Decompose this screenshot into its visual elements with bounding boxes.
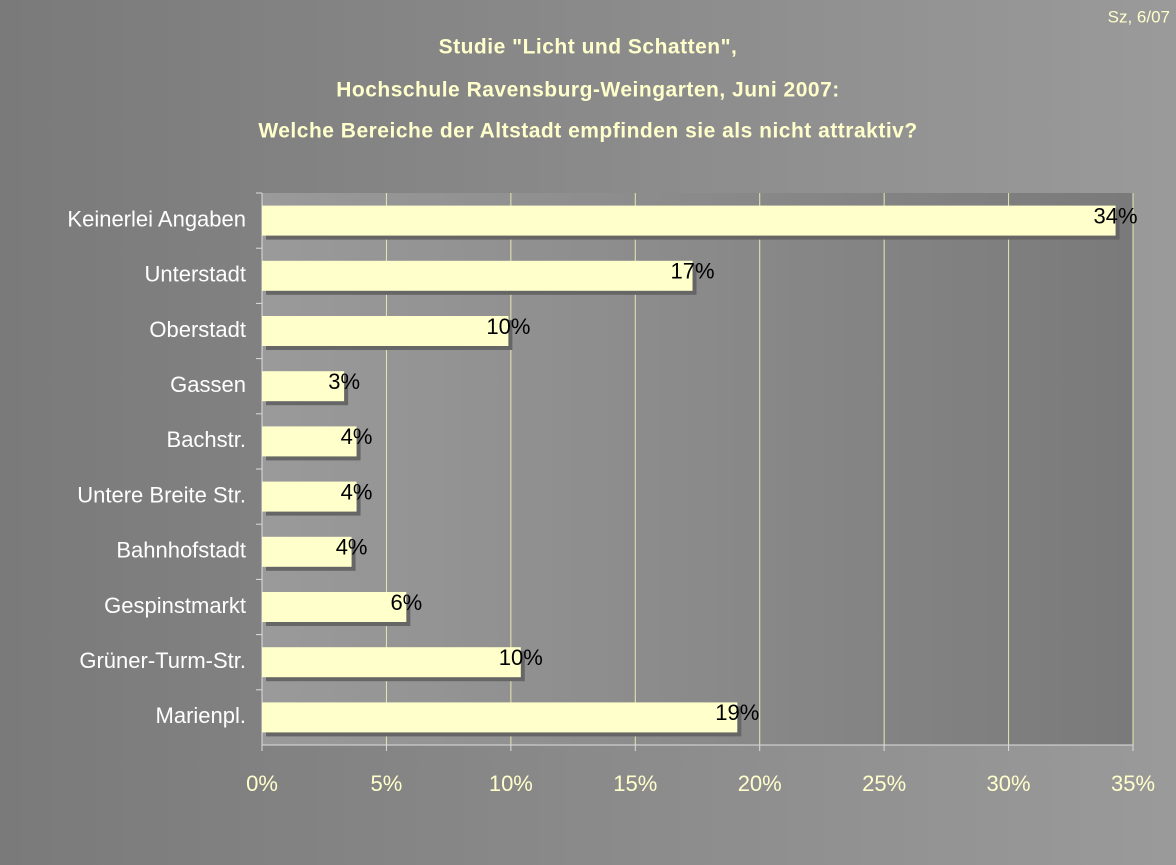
y-tick-label: Bahnhofstadt: [116, 538, 246, 563]
bar: [262, 481, 357, 512]
y-tick-label: Untere Breite Str.: [77, 482, 246, 507]
bar: [262, 536, 352, 567]
bar: [262, 426, 357, 457]
y-tick-label: Grüner-Turm-Str.: [79, 648, 246, 673]
y-tick-label: Unterstadt: [145, 262, 247, 287]
x-tick-label: 10%: [489, 771, 533, 796]
y-tick-label: Bachstr.: [167, 427, 246, 452]
bar: [262, 702, 738, 733]
chart-title: Studie "Licht und Schatten",: [439, 36, 738, 59]
x-tick-label: 35%: [1111, 771, 1155, 796]
data-label: 4%: [336, 535, 368, 560]
x-tick-label: 30%: [987, 771, 1031, 796]
chart-title: Welche Bereiche der Altstadt empfinden s…: [258, 120, 917, 143]
data-label: 10%: [486, 314, 530, 339]
data-label: 4%: [341, 424, 373, 449]
x-tick-label: 5%: [371, 771, 403, 796]
y-tick-label: Gespinstmarkt: [104, 593, 246, 618]
y-tick-label: Keinerlei Angaben: [67, 206, 246, 231]
bar: [262, 260, 693, 291]
data-label: 19%: [715, 700, 759, 725]
bar: [262, 205, 1116, 236]
data-label: 34%: [1094, 203, 1138, 228]
bar: [262, 371, 345, 402]
y-tick-label: Oberstadt: [149, 317, 246, 342]
bar: [262, 592, 407, 622]
y-tick-label: Marienpl.: [156, 703, 246, 728]
x-tick-label: 25%: [862, 771, 906, 796]
data-label: 10%: [499, 645, 543, 670]
x-tick-label: 0%: [246, 771, 278, 796]
data-label: 6%: [390, 590, 422, 615]
data-label: 4%: [341, 479, 373, 504]
data-label: 17%: [670, 259, 714, 284]
data-label: 3%: [328, 369, 360, 394]
x-tick-label: 20%: [738, 771, 782, 796]
x-tick-label: 15%: [613, 771, 657, 796]
chart-title: Hochschule Ravensburg-Weingarten, Juni 2…: [336, 79, 840, 102]
corner-note: Sz, 6/07: [1108, 7, 1170, 26]
y-tick-label: Gassen: [170, 372, 246, 397]
bar: [262, 316, 509, 346]
bar: [262, 647, 521, 678]
